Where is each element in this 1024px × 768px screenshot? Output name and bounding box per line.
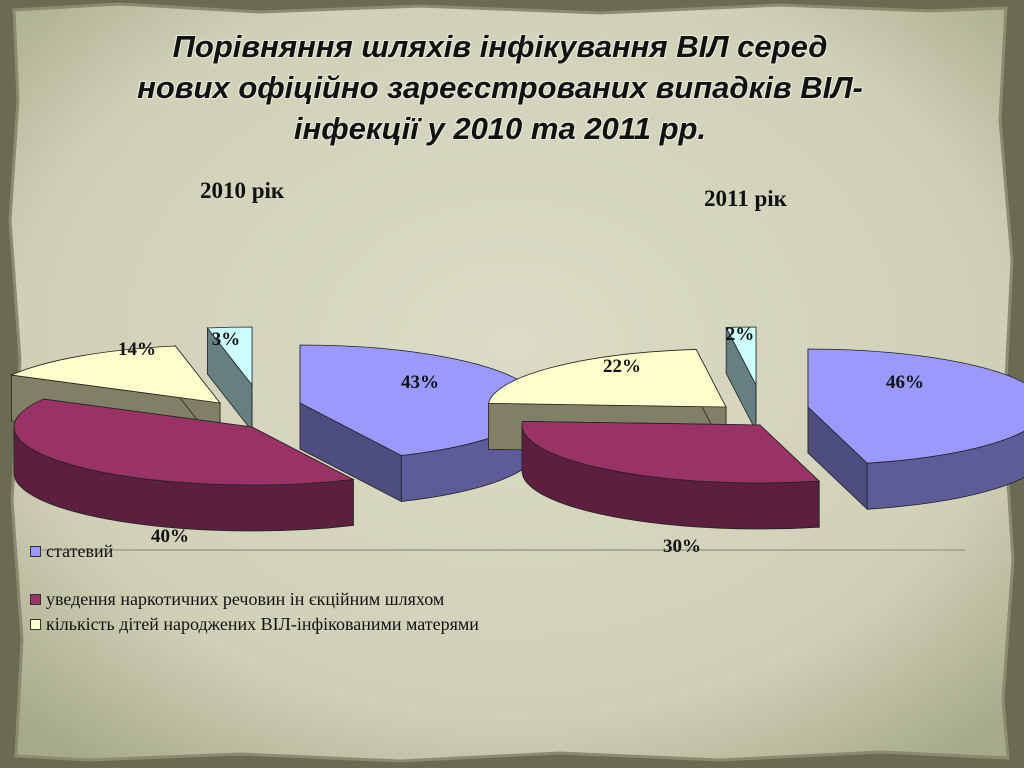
pie-slice-1-3 bbox=[725, 326, 757, 386]
data-label-0-1: 40% bbox=[151, 526, 189, 547]
legend-item-dity: кількість дітей народжених ВІЛ-інфікован… bbox=[30, 613, 490, 636]
pie-slice-0-1 bbox=[13, 398, 355, 486]
legend-swatch-statevyi bbox=[30, 546, 41, 557]
data-label-1-1: 30% bbox=[663, 536, 701, 557]
pie-1 bbox=[487, 326, 1024, 530]
pie-slice-1-1 bbox=[521, 420, 821, 484]
page-title: Порівняння шляхів інфікування ВІЛ серед … bbox=[20, 26, 980, 149]
chart-title-2011: 2011 рік bbox=[704, 186, 787, 211]
data-label-1-3: 2% bbox=[726, 324, 755, 345]
title-line-3: інфекції у 2010 та 2011 рр. bbox=[293, 111, 707, 146]
data-label-1-2: 22% bbox=[603, 356, 641, 377]
legend-swatch-narkotychni bbox=[30, 594, 41, 605]
title-line-2: нових офіційно зареєстрованих випадків В… bbox=[137, 70, 863, 105]
legend-item-narkotychni: уведення наркотичних речовин ін єкційним… bbox=[30, 588, 490, 611]
title-line-1: Порівняння шляхів інфікування ВІЛ серед bbox=[172, 29, 828, 64]
pie-0 bbox=[9, 326, 539, 532]
legend-label-dity: кількість дітей народжених ВІЛ-інфікован… bbox=[46, 614, 479, 634]
data-label-0-2: 14% bbox=[118, 339, 156, 360]
pie-slice-1-2 bbox=[487, 349, 727, 408]
legend-label-narkotychni: уведення наркотичних речовин ін єкційним… bbox=[46, 589, 445, 609]
legend-swatch-dity bbox=[30, 619, 41, 630]
legend-divider bbox=[30, 549, 965, 551]
legend-item-statevyi: статевий bbox=[30, 540, 490, 563]
chart-title-2010: 2010 рік bbox=[200, 178, 285, 203]
legend: статевий уведення наркотичних речовин ін… bbox=[30, 540, 490, 636]
pie-slice-0-3 bbox=[206, 326, 253, 387]
data-label-0-0: 43% bbox=[401, 372, 439, 393]
pie-slice-0-2 bbox=[9, 345, 221, 404]
pie-slice-1-0 bbox=[807, 348, 1024, 464]
data-label-0-3: 3% bbox=[212, 329, 241, 350]
legend-label-statevyi: статевий bbox=[46, 541, 114, 561]
data-label-1-0: 46% bbox=[886, 372, 924, 393]
